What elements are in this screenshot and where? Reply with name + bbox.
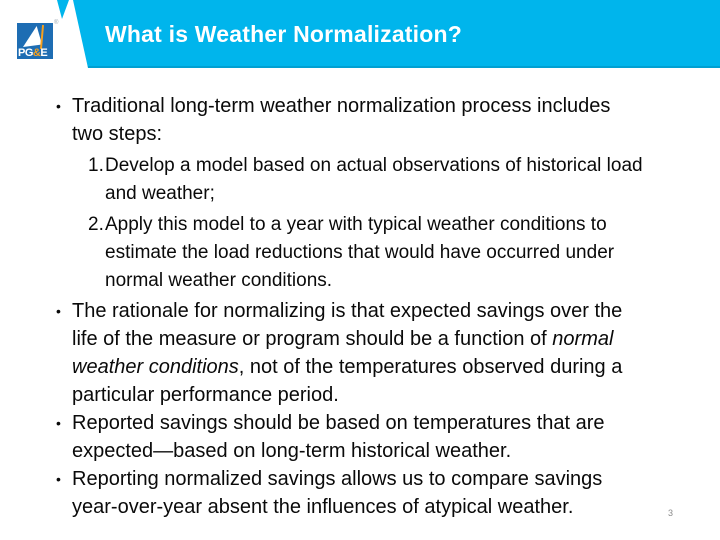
logo-wordmark: PG&E	[18, 47, 48, 59]
bullet-glyph: •	[56, 303, 61, 319]
text-line: Traditional long-term weather normalizat…	[72, 95, 611, 117]
italic-phrase: normal	[552, 328, 614, 350]
list-number: 1.	[88, 155, 104, 176]
header-band	[73, 0, 720, 68]
text-line: particular performance period.	[72, 384, 339, 406]
text-line: weather conditions, not of the temperatu…	[72, 353, 720, 381]
bullet-item-rationale: • The rationale for normalizing is that …	[0, 297, 720, 409]
numbered-item-develop-model: 1. Develop a model based on actual obser…	[0, 152, 720, 208]
slide-body: • Traditional long-term weather normaliz…	[0, 92, 720, 521]
registered-trademark-mark: ®	[54, 20, 59, 26]
text-line: Develop a model based on actual observat…	[105, 155, 643, 176]
list-number: 2.	[88, 214, 104, 235]
text-line: year-over-year absent the influences of …	[72, 496, 574, 518]
text-line: Reporting normalized savings allows us t…	[72, 468, 603, 490]
text-line: and weather;	[105, 183, 215, 204]
logo-e: E	[40, 47, 48, 59]
bullet-glyph: •	[56, 415, 61, 431]
bullet-glyph: •	[56, 98, 61, 114]
slide-title: What is Weather Normalization?	[105, 20, 463, 47]
text-line: life of the measure or program should be…	[72, 325, 720, 353]
text-line: Reported savings should be based on temp…	[72, 412, 605, 434]
text-line: normal weather conditions.	[105, 270, 333, 291]
logo-ampersand: &	[32, 47, 41, 59]
pge-logo: PG&E	[17, 23, 53, 59]
page-number: 3	[668, 508, 674, 518]
text-line: expected—based on long-term historical w…	[72, 440, 512, 462]
text-segment: life of the measure or program should be…	[72, 328, 553, 350]
bullet-item-traditional-process: • Traditional long-term weather normaliz…	[0, 92, 720, 148]
bullet-glyph: •	[56, 471, 61, 487]
text-line: Apply this model to a year with typical …	[105, 214, 607, 235]
logo-pg: PG	[18, 47, 33, 59]
text-line: The rationale for normalizing is that ex…	[72, 300, 623, 322]
mast-accent	[39, 24, 45, 50]
text-line: estimate the load reductions that would …	[105, 242, 615, 263]
numbered-item-apply-model: 2. Apply this model to a year with typic…	[0, 211, 720, 295]
text-segment: , not of the temperatures observed durin…	[238, 356, 623, 378]
italic-phrase: weather conditions	[72, 356, 239, 378]
sail-icon	[23, 26, 42, 47]
bullet-item-reporting-normalized: • Reporting normalized savings allows us…	[0, 465, 720, 521]
text-line: two steps:	[72, 123, 163, 145]
bullet-item-reported-savings: • Reported savings should be based on te…	[0, 409, 720, 465]
